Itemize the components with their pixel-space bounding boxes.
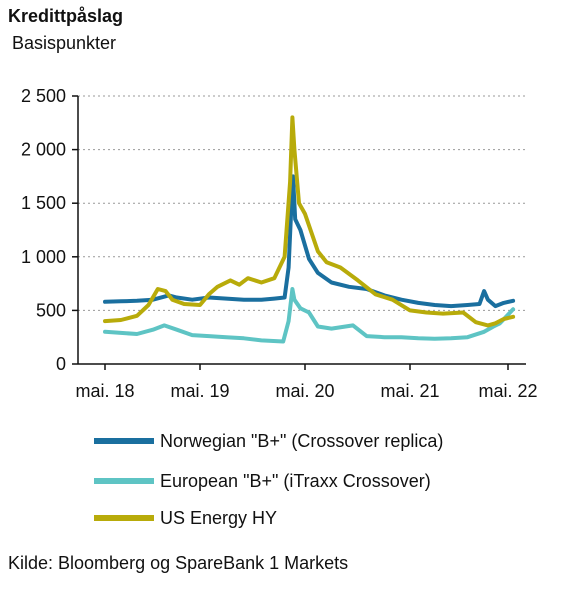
legend-label-european: European "B+" (iTraxx Crossover): [160, 470, 431, 491]
series-line-norwegian: [103, 174, 516, 309]
y-tick-label: 0: [56, 354, 66, 374]
y-tick-label: 1 500: [21, 193, 66, 213]
x-tick-label: mai. 21: [380, 381, 439, 401]
legend-swatch-european: [94, 478, 154, 484]
y-tick-label: 500: [36, 300, 66, 320]
legend-item-norwegian: Norwegian "B+" (Crossover replica): [94, 428, 443, 454]
x-tick-label: mai. 18: [75, 381, 134, 401]
legend-label-norwegian: Norwegian "B+" (Crossover replica): [160, 430, 444, 451]
line-chart: 0 500 1 000 1 500 2 000 2 500 mai. 18 mai. 19 m…: [21, 86, 538, 401]
legend-item-european: European "B+" (iTraxx Crossover): [94, 468, 431, 494]
series-line-european: [103, 287, 516, 344]
x-tick-label: mai. 19: [170, 381, 229, 401]
legend-swatch-norwegian: [94, 438, 154, 444]
chart-subtitle: Basispunkter: [12, 33, 117, 53]
legend-swatch-us-energy: [94, 515, 154, 521]
source-note: Kilde: Bloomberg og SpareBank 1 Markets: [8, 553, 349, 573]
y-tick-label: 2 000: [21, 140, 66, 160]
legend-label-us-energy: US Energy HY: [160, 507, 278, 528]
legend-item-us-energy: US Energy HY: [94, 505, 277, 531]
y-tick-label: 2 500: [21, 86, 66, 106]
chart-title: Kredittpåslag: [8, 6, 124, 26]
y-tick-label: 1 000: [21, 247, 66, 267]
series-line-us-energy: [103, 115, 516, 328]
x-tick-label: mai. 20: [275, 381, 334, 401]
x-tick-label: mai. 22: [478, 381, 537, 401]
